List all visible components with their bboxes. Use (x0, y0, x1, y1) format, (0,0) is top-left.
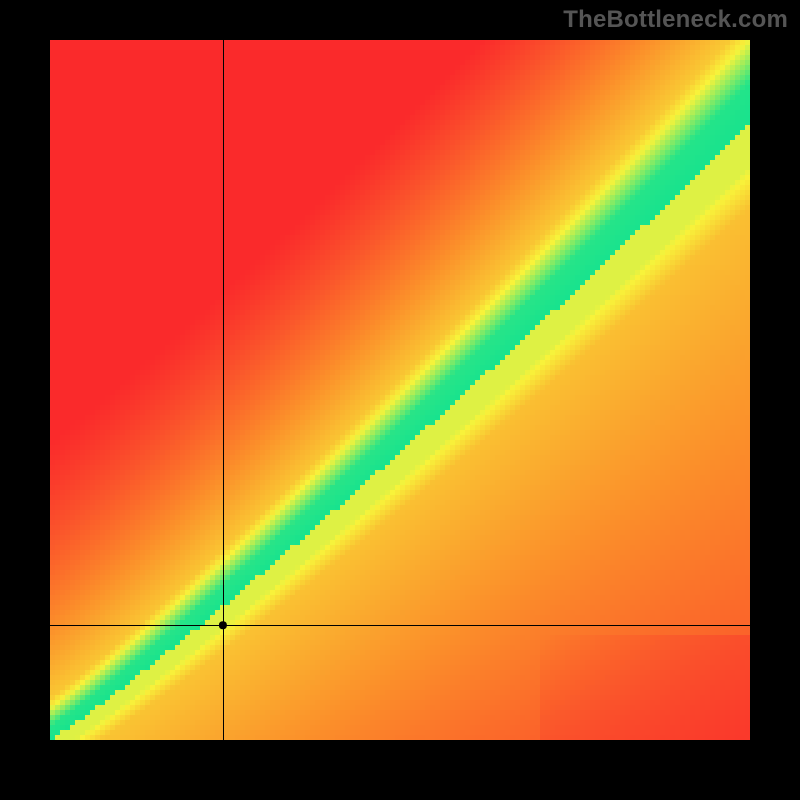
watermark-text: TheBottleneck.com (563, 6, 788, 34)
chart-container: TheBottleneck.com (0, 0, 800, 800)
bottleneck-heatmap (50, 40, 750, 740)
